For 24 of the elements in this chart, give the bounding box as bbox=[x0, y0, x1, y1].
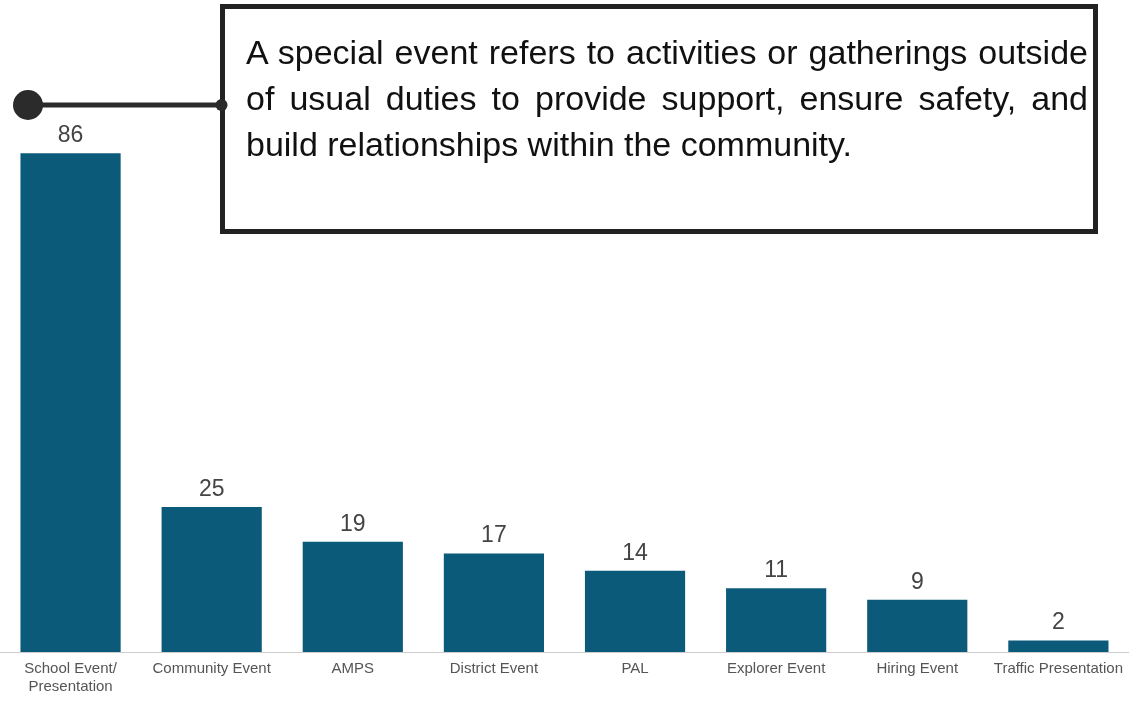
data-label: 86 bbox=[57, 121, 84, 148]
data-label: 11 bbox=[764, 556, 789, 583]
data-label: 25 bbox=[198, 474, 225, 501]
x-tick-label: Explorer Event bbox=[726, 659, 827, 677]
bar bbox=[20, 153, 121, 652]
bar bbox=[726, 588, 827, 652]
x-tick-label: Hiring Event bbox=[876, 659, 959, 677]
data-label: 17 bbox=[481, 521, 507, 548]
bar bbox=[443, 553, 545, 652]
x-tick-label: School Event/ Presentation bbox=[24, 659, 118, 695]
data-label: 14 bbox=[622, 538, 649, 565]
data-label: 9 bbox=[910, 567, 924, 594]
x-tick-label: District Event bbox=[449, 659, 539, 677]
x-tick-label: Community Event bbox=[152, 659, 272, 677]
bar bbox=[1008, 640, 1109, 652]
x-tick-label: AMPS bbox=[331, 659, 375, 677]
data-label: 19 bbox=[340, 509, 366, 536]
bar bbox=[867, 599, 968, 652]
bar bbox=[584, 570, 686, 652]
bar bbox=[302, 541, 403, 652]
x-tick-label: PAL bbox=[621, 659, 649, 677]
x-tick-label: Traffic Presentation bbox=[993, 659, 1123, 677]
bar bbox=[161, 507, 262, 652]
data-label: 2 bbox=[1051, 608, 1065, 635]
